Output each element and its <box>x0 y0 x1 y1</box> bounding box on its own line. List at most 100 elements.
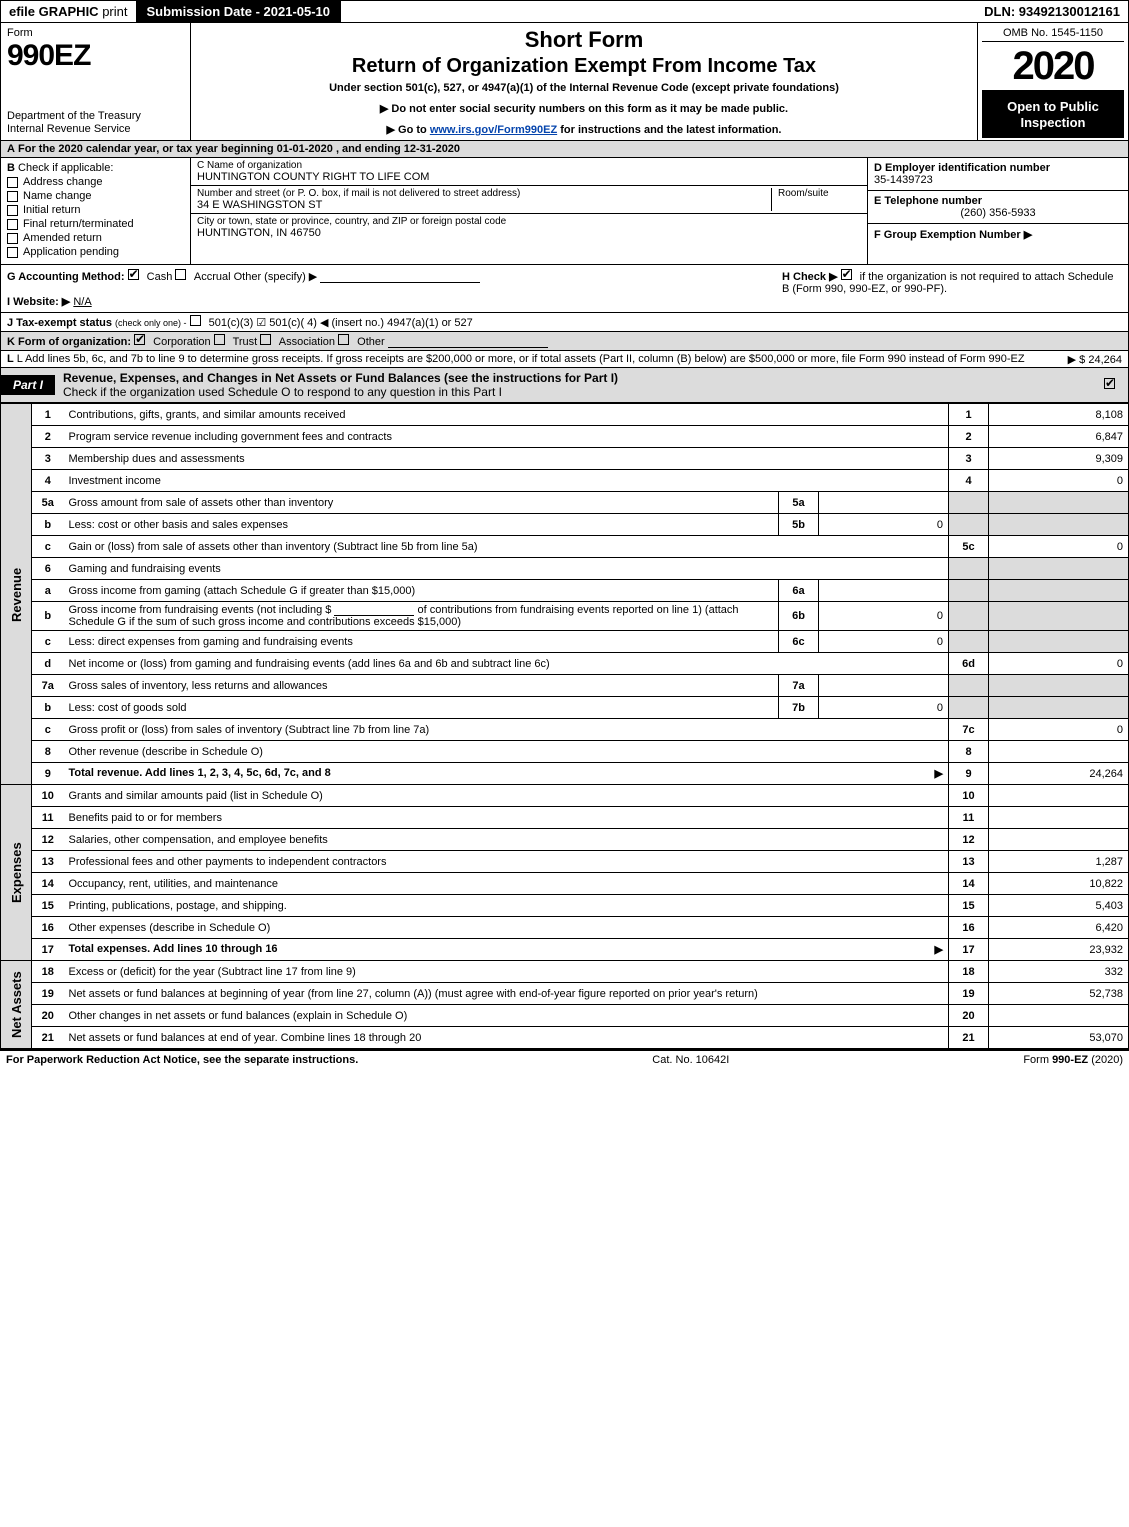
k-other-checkbox-icon[interactable] <box>338 334 349 345</box>
netassets-vlabel: Net Assets <box>1 961 32 1049</box>
line-num: 20 <box>32 1005 64 1027</box>
col-val <box>989 1005 1129 1027</box>
col-val-grey <box>989 631 1129 653</box>
chk-initial-return[interactable]: Initial return <box>7 204 184 216</box>
h-label: H Check ▶ <box>782 271 838 283</box>
l-text: L Add lines 5b, 6c, and 7b to line 9 to … <box>17 353 1025 365</box>
k-assoc: Association <box>279 336 335 348</box>
k-row: K Form of organization: Corporation Trus… <box>0 332 1129 351</box>
col-num: 14 <box>949 873 989 895</box>
dept-line1: Department of the Treasury <box>7 110 141 122</box>
line-desc: Contributions, gifts, grants, and simila… <box>69 409 346 421</box>
line-desc: Less: cost of goods sold <box>69 702 187 714</box>
chk-final-return[interactable]: Final return/terminated <box>7 218 184 230</box>
j-row: J Tax-exempt status (check only one) - 5… <box>0 313 1129 332</box>
table-row: 16 Other expenses (describe in Schedule … <box>1 917 1129 939</box>
part1-schedule-o-check[interactable] <box>1104 378 1128 392</box>
sub-num: 6b <box>779 602 819 631</box>
submission-date: Submission Date - 2021-05-10 <box>137 1 342 22</box>
j-501c3-checkbox-icon[interactable] <box>190 315 201 326</box>
l-row: L L Add lines 5b, 6c, and 7b to line 9 t… <box>0 351 1129 368</box>
col-val: 6,847 <box>989 426 1129 448</box>
col-val: 9,309 <box>989 448 1129 470</box>
paperwork-notice: For Paperwork Reduction Act Notice, see … <box>6 1054 358 1066</box>
tax-year: 2020 <box>982 42 1124 91</box>
cash-checkbox-icon[interactable] <box>128 269 139 280</box>
line-num: 11 <box>32 807 64 829</box>
sub-num: 6c <box>779 631 819 653</box>
col-val: 0 <box>989 470 1129 492</box>
room-label: Room/suite <box>778 188 861 199</box>
col-val-grey <box>989 492 1129 514</box>
col-val: 5,403 <box>989 895 1129 917</box>
print-link[interactable]: print <box>102 4 127 19</box>
accrual-checkbox-icon[interactable] <box>175 269 186 280</box>
col-num-grey <box>949 631 989 653</box>
irs-link[interactable]: www.irs.gov/Form990EZ <box>430 124 557 136</box>
sub-num: 7a <box>779 675 819 697</box>
h-checkbox-icon[interactable] <box>841 269 852 280</box>
line-desc: Gross sales of inventory, less returns a… <box>69 680 328 692</box>
checkbox-icon <box>7 177 18 188</box>
website-value: N/A <box>73 296 91 308</box>
chk-address-change[interactable]: Address change <box>7 176 184 188</box>
k-trust-checkbox-icon[interactable] <box>214 334 225 345</box>
col-val: 1,287 <box>989 851 1129 873</box>
table-row: 19 Net assets or fund balances at beginn… <box>1 983 1129 1005</box>
col-val <box>989 807 1129 829</box>
amount-field[interactable] <box>334 604 414 616</box>
k-corp-checkbox-icon[interactable] <box>134 334 145 345</box>
col-num: 5c <box>949 536 989 558</box>
col-num-grey <box>949 558 989 580</box>
sub-num: 6a <box>779 580 819 602</box>
form-ref-bold: 990-EZ <box>1052 1054 1088 1066</box>
other-specify-field[interactable] <box>320 271 480 283</box>
city-row: City or town, state or province, country… <box>191 214 867 241</box>
group-exempt-row: F Group Exemption Number ▶ <box>868 224 1128 245</box>
line-desc: Gaming and fundraising events <box>69 563 221 575</box>
line-desc: Occupancy, rent, utilities, and maintena… <box>69 878 279 890</box>
table-row: 11 Benefits paid to or for members 11 <box>1 807 1129 829</box>
chk-label: Amended return <box>23 232 102 244</box>
table-row: 21 Net assets or fund balances at end of… <box>1 1027 1129 1049</box>
efile-label: efile GRAPHIC print <box>1 1 137 22</box>
line-desc: Benefits paid to or for members <box>69 812 222 824</box>
part1-subtitle: Check if the organization used Schedule … <box>63 385 502 399</box>
line-num: 2 <box>32 426 64 448</box>
line-desc: Excess or (deficit) for the year (Subtra… <box>69 966 356 978</box>
dept-line2: Internal Revenue Service <box>7 123 131 135</box>
col-num: 4 <box>949 470 989 492</box>
accounting-method: G Accounting Method: Cash Accrual Other … <box>7 269 782 308</box>
city-value: HUNTINGTON, IN 46750 <box>197 227 861 239</box>
sub-val: 0 <box>819 514 949 536</box>
table-row: c Less: direct expenses from gaming and … <box>1 631 1129 653</box>
col-val-grey <box>989 514 1129 536</box>
k-assoc-checkbox-icon[interactable] <box>260 334 271 345</box>
ein-value: 35-1439723 <box>874 174 1122 186</box>
line-num: 8 <box>32 741 64 763</box>
dln-label: DLN: 93492130012161 <box>976 1 1128 22</box>
chk-label: Application pending <box>23 246 119 258</box>
k-other-field[interactable] <box>388 336 548 348</box>
line-desc: Gross income from fundraising events (no… <box>69 604 332 616</box>
col-val: 23,932 <box>989 939 1129 961</box>
org-name-value: HUNTINGTON COUNTY RIGHT TO LIFE COM <box>197 171 861 183</box>
line-num: c <box>32 536 64 558</box>
g-h-row: G Accounting Method: Cash Accrual Other … <box>0 265 1129 313</box>
form-ref-post: (2020) <box>1088 1054 1123 1066</box>
chk-name-change[interactable]: Name change <box>7 190 184 202</box>
i-label: I Website: ▶ <box>7 296 70 308</box>
table-row: 9 Total revenue. Add lines 1, 2, 3, 4, 5… <box>1 763 1129 785</box>
line-desc: Membership dues and assessments <box>69 453 245 465</box>
col-val-grey <box>989 675 1129 697</box>
col-num: 12 <box>949 829 989 851</box>
chk-amended-return[interactable]: Amended return <box>7 232 184 244</box>
header-center: Short Form Return of Organization Exempt… <box>191 23 978 140</box>
col-num-grey <box>949 580 989 602</box>
table-row: 2 Program service revenue including gove… <box>1 426 1129 448</box>
chk-application-pending[interactable]: Application pending <box>7 246 184 258</box>
omb-number: OMB No. 1545-1150 <box>982 25 1124 42</box>
ssn-warning: ▶ Do not enter social security numbers o… <box>197 102 971 115</box>
col-val: 0 <box>989 536 1129 558</box>
col-val: 332 <box>989 961 1129 983</box>
